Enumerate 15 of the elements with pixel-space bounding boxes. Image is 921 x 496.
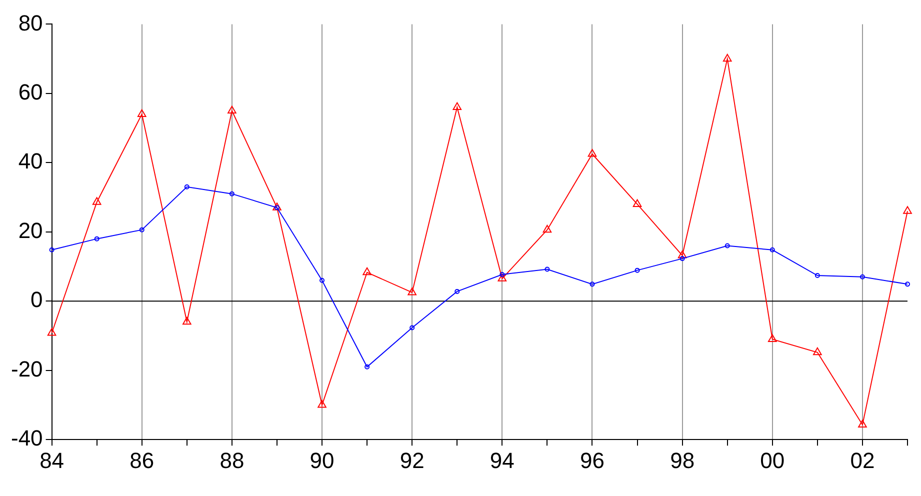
y-tick-label: -20 xyxy=(11,356,43,382)
x-tick-label: 00 xyxy=(760,448,785,473)
y-tick-label: 20 xyxy=(18,218,43,243)
x-tick-label: 94 xyxy=(490,448,514,473)
y-tick-label: 40 xyxy=(18,148,43,174)
y-tick-label: 80 xyxy=(18,10,43,36)
x-tick-label: 90 xyxy=(310,448,334,473)
x-tick-label: 02 xyxy=(850,448,875,473)
x-tick-label: 86 xyxy=(130,448,154,473)
y-tick-label: 60 xyxy=(18,79,43,104)
y-tick-label: 0 xyxy=(30,287,43,312)
x-tick-label: 98 xyxy=(670,448,695,473)
x-tick-label: 92 xyxy=(400,448,424,473)
x-tick-label: 88 xyxy=(220,448,244,473)
x-tick-label: 96 xyxy=(580,448,604,473)
